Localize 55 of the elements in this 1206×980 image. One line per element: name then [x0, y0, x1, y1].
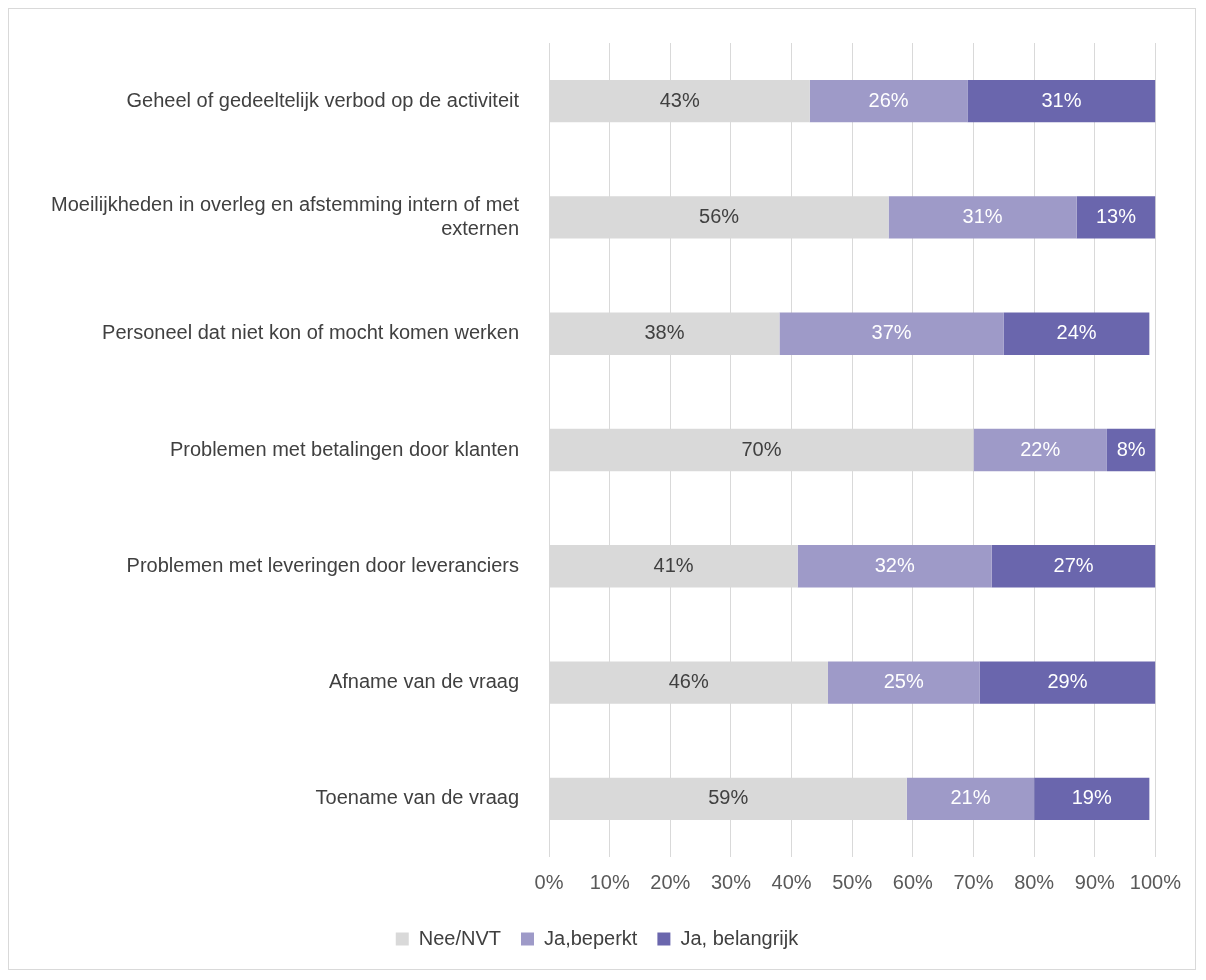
- data-label: 59%: [708, 786, 749, 809]
- data-label: 31%: [1041, 88, 1082, 111]
- bar: [973, 428, 1107, 472]
- x-tick-label: 70%: [953, 870, 994, 893]
- bar: [906, 777, 1035, 821]
- x-tick-label: 90%: [1074, 870, 1116, 893]
- data-label: 29%: [1047, 670, 1088, 693]
- y-tick-label: Afname van de vraag: [328, 670, 520, 693]
- x-tick-label: 100%: [1129, 870, 1182, 893]
- y-tick-label: Moeilijkheden in overleg en afstemming intern of met externen: [50, 192, 520, 239]
- x-tick-label: 40%: [771, 870, 812, 893]
- legend-label: Ja, belangrijk: [680, 926, 800, 949]
- x-tick-label: 80%: [1014, 870, 1055, 893]
- y-tick-label: Problemen met leveringen door leveranciers: [126, 553, 520, 576]
- data-label: 24%: [1056, 321, 1097, 344]
- bar: [1034, 777, 1150, 821]
- data-label: 26%: [868, 88, 909, 111]
- data-label: 37%: [871, 321, 912, 344]
- data-label: 41%: [653, 553, 694, 576]
- data-label: 27%: [1053, 553, 1094, 576]
- y-tick-label: Personeel dat niet kon of mocht komen werken: [102, 321, 520, 344]
- x-tick-label: 20%: [650, 870, 691, 893]
- bar: [991, 545, 1156, 588]
- data-label: 43%: [659, 88, 700, 111]
- data-label: 8%: [1116, 437, 1146, 460]
- legend-label: Nee/NVT: [418, 926, 502, 949]
- y-tick-label: Problemen met betalingen door klanten: [169, 437, 520, 460]
- data-label: 21%: [950, 786, 991, 809]
- x-tick-label: 50%: [832, 870, 873, 893]
- data-label: 13%: [1095, 204, 1137, 227]
- bar: [809, 79, 968, 123]
- bar: [1076, 196, 1156, 239]
- data-label: 19%: [1071, 786, 1112, 809]
- bar: [779, 312, 1004, 355]
- bar: [967, 79, 1156, 123]
- bar: [979, 661, 1156, 704]
- data-label: 56%: [699, 204, 740, 227]
- data-label: 38%: [644, 321, 685, 344]
- data-label: 70%: [741, 437, 782, 460]
- x-tick-label: 30%: [710, 870, 752, 893]
- bar: [1003, 312, 1150, 355]
- y-tick-label: Geheel of gedeeltelijk verbod op de activiteit: [126, 88, 520, 111]
- data-label: 25%: [883, 670, 924, 693]
- bar: [827, 661, 980, 704]
- data-label: 22%: [1020, 437, 1061, 460]
- data-label: 32%: [874, 553, 915, 576]
- bar: [797, 545, 992, 588]
- x-tick-label: 0%: [534, 870, 564, 893]
- data-label: 31%: [962, 204, 1003, 227]
- x-tick-label: 10%: [589, 870, 630, 893]
- y-tick-label: Toename van de vraag: [315, 786, 520, 809]
- x-tick-label: 60%: [892, 870, 934, 893]
- bar: [888, 196, 1077, 239]
- legend-label: Ja,beperkt: [544, 926, 638, 949]
- data-label: 46%: [668, 670, 709, 693]
